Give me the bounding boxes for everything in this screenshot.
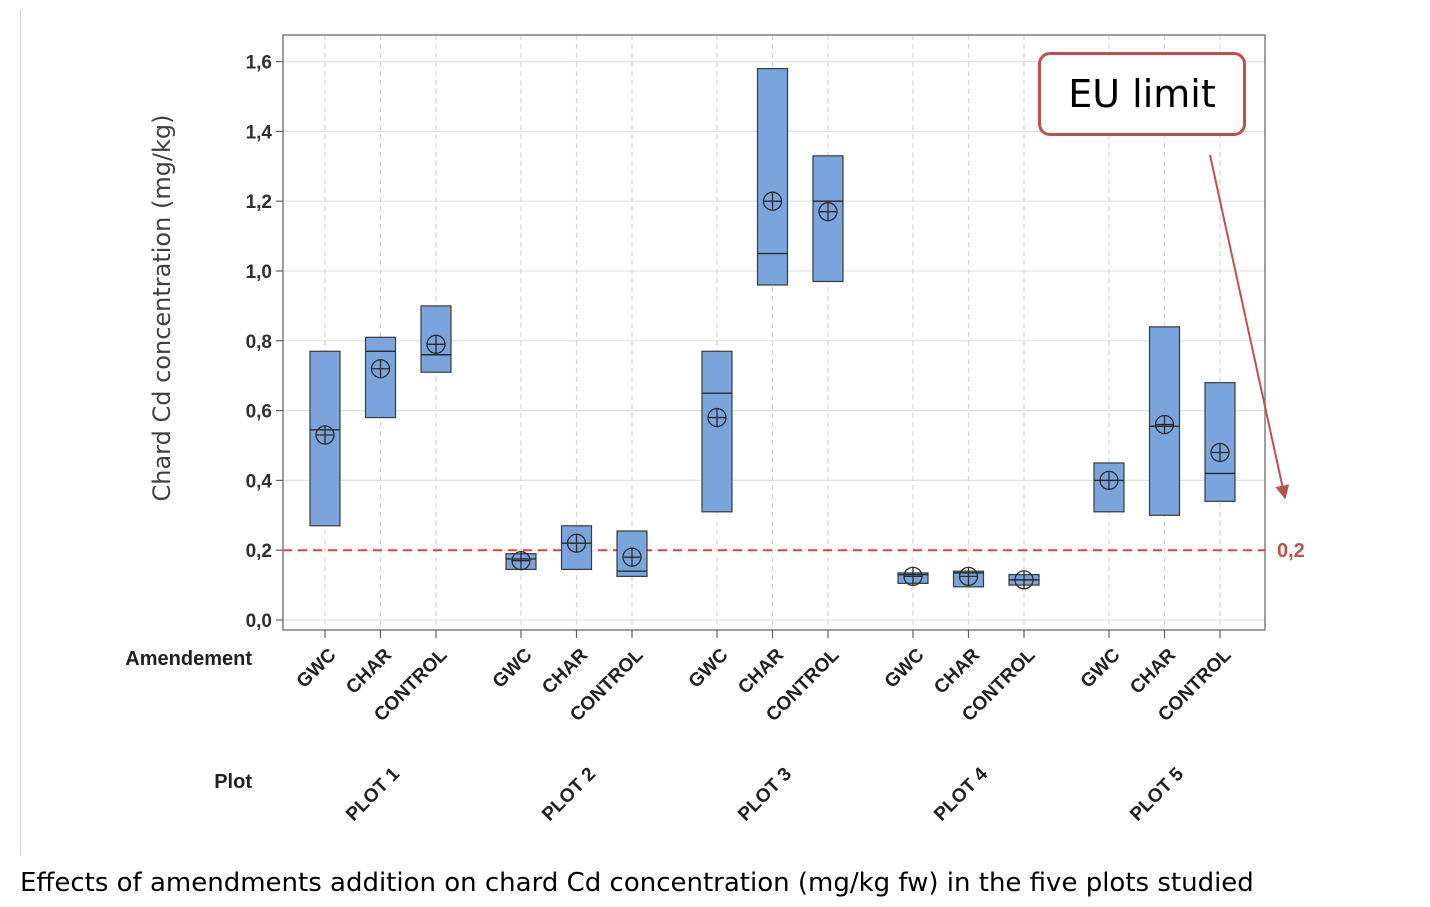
- amendment-label: GWC: [489, 644, 537, 692]
- amendment-label: CHAR: [538, 644, 592, 698]
- box: [420, 305, 452, 373]
- y-tick-label: 0,4: [246, 471, 273, 492]
- plot-label: PLOT 3: [734, 764, 796, 826]
- eu-limit-callout: EU limit: [1038, 52, 1246, 136]
- amendment-label: GWC: [685, 644, 733, 692]
- reference-line-group: 0,2: [283, 540, 1305, 562]
- amendment-label: GWC: [1077, 644, 1125, 692]
- plot-row-label: Plot: [214, 771, 252, 793]
- page-divider: [20, 10, 21, 855]
- y-tick-label: 0,8: [246, 332, 272, 353]
- box: [1204, 382, 1236, 502]
- eu-limit-label: EU limit: [1068, 72, 1216, 116]
- y-tick-label: 0,6: [246, 402, 272, 423]
- y-axis: 0,0 0,2 0,4 0,6 0,8 1,0 1,2 1,4 1,6: [246, 53, 283, 632]
- box: [701, 350, 733, 513]
- reference-line-label: 0,2: [1277, 540, 1305, 562]
- y-tick-label: 0,0: [246, 611, 272, 632]
- amendment-label: CHAR: [1126, 644, 1180, 698]
- amendment-label: CHAR: [342, 644, 396, 698]
- y-axis-label: Chard Cd concentration (mg/kg): [148, 114, 176, 501]
- box: [756, 67, 789, 286]
- plot-label: PLOT 5: [1126, 763, 1188, 825]
- amendment-label: CHAR: [734, 644, 788, 698]
- boxes: [309, 67, 1236, 590]
- amendment-row-label: Amendement: [125, 648, 252, 670]
- plot-label: PLOT 4: [930, 763, 992, 825]
- y-tick-label: 1,4: [246, 122, 273, 143]
- plot-label: PLOT 2: [538, 764, 600, 826]
- amendment-label: GWC: [293, 644, 341, 692]
- figure-caption: Effects of amendments addition on chard …: [20, 868, 1254, 898]
- y-tick-label: 1,6: [246, 53, 272, 74]
- amendment-label: CHAR: [930, 644, 984, 698]
- plot-label: PLOT 1: [342, 763, 404, 825]
- eu-limit-arrow: [1209, 154, 1290, 500]
- y-tick-label: 1,2: [246, 192, 272, 213]
- y-tick-label: 1,0: [246, 262, 272, 283]
- amendment-label: GWC: [881, 644, 929, 692]
- chart: 0,00,20,40,60,81,01,21,41,6 0,2 GWC CHARC…: [125, 34, 1305, 826]
- y-tick-label: 0,2: [246, 541, 272, 562]
- plot-frame: [282, 34, 1266, 631]
